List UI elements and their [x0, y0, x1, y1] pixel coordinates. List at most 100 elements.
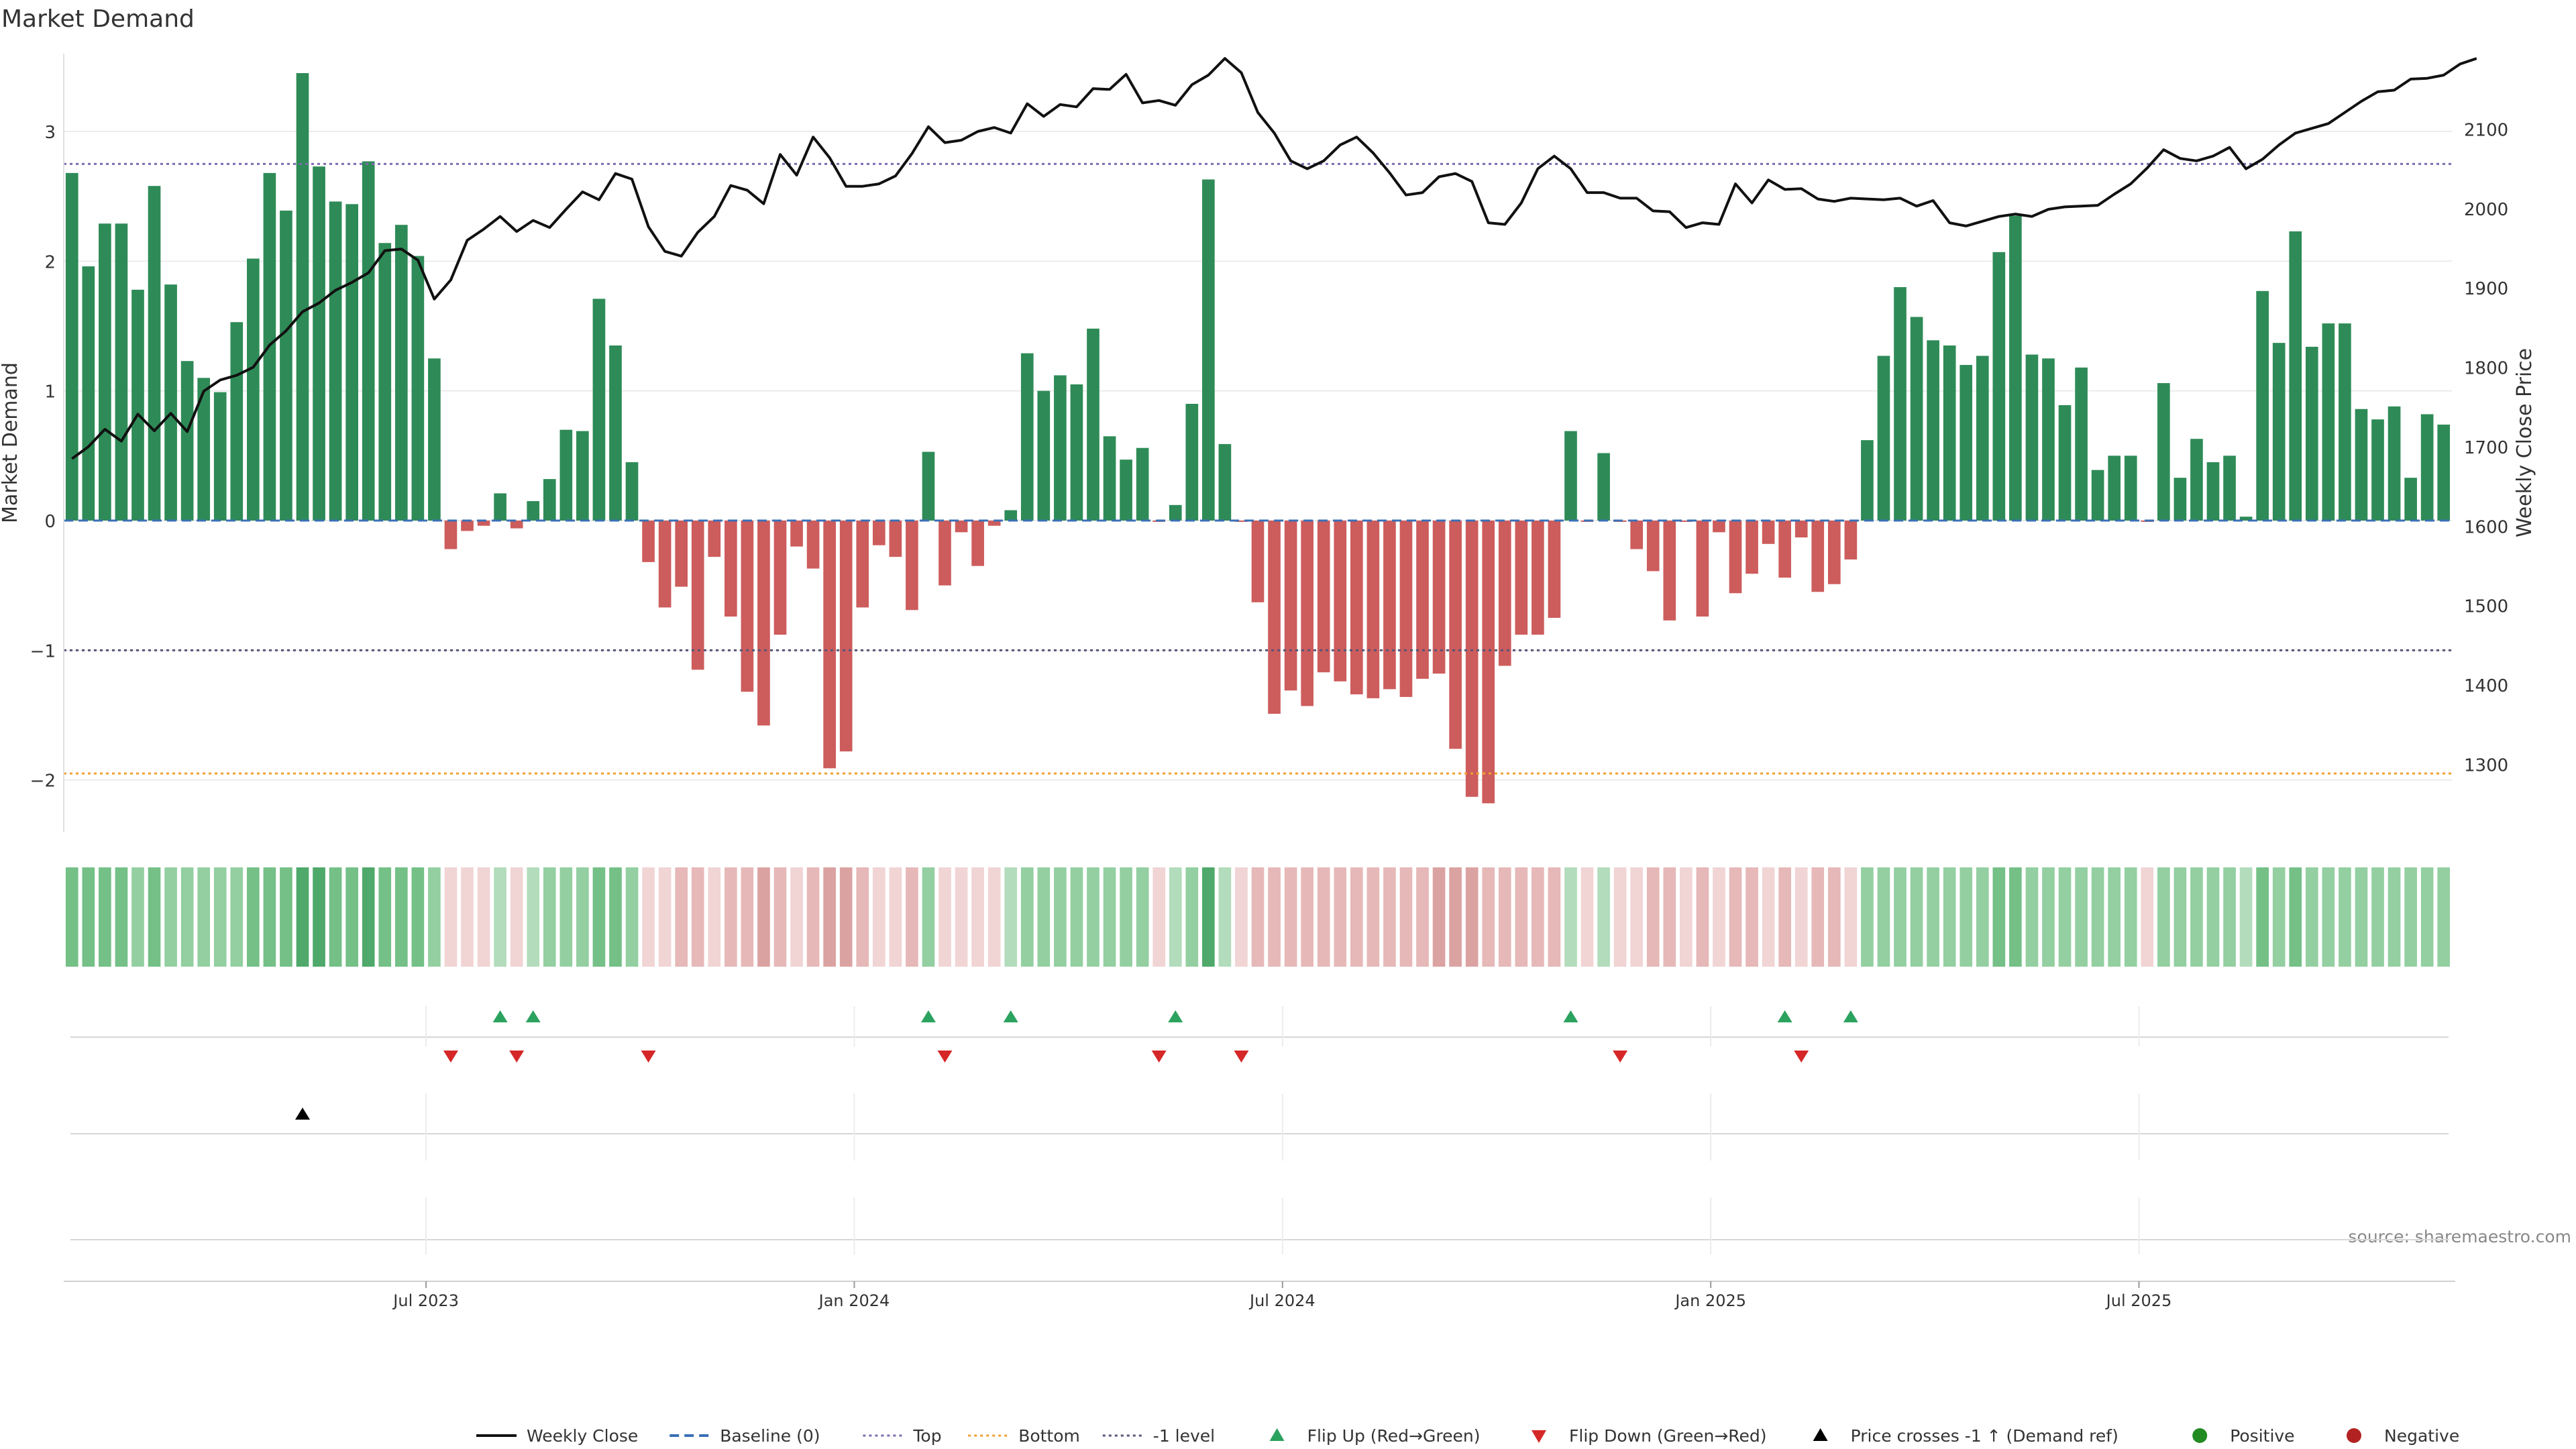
- heat-cell: [2339, 867, 2351, 967]
- demand-bar-negative: [1465, 521, 1479, 797]
- demand-bar-positive: [1992, 252, 2006, 521]
- demand-bar-negative: [872, 521, 885, 545]
- demand-bar-positive: [1910, 317, 1923, 521]
- legend-item: Price crosses -1 ↑ (Demand ref): [1813, 1426, 2118, 1446]
- demand-bar-positive: [2206, 462, 2220, 521]
- heat-cell: [362, 867, 375, 967]
- demand-bar-negative: [510, 521, 523, 529]
- demand-bar-positive: [1070, 384, 1083, 521]
- y-tick-label-right: 1900: [2464, 279, 2508, 299]
- demand-bar-positive: [411, 256, 425, 521]
- heat-cell: [823, 867, 836, 967]
- heat-cell: [1613, 867, 1627, 967]
- heat-cell: [1317, 867, 1330, 967]
- demand-bar-positive: [1927, 340, 1939, 521]
- demand-bar-positive: [148, 186, 161, 521]
- demand-bar-negative: [1646, 521, 1660, 572]
- heat-cell: [494, 867, 506, 967]
- flip-down-marker: [1151, 1051, 1167, 1063]
- legend-item: Baseline (0): [669, 1426, 820, 1446]
- heat-cell: [1794, 867, 1808, 967]
- demand-bar-positive: [2339, 323, 2351, 521]
- demand-bar-positive: [1185, 404, 1199, 521]
- demand-bar-negative: [823, 521, 836, 769]
- heat-cell: [2108, 867, 2121, 967]
- heat-cell: [1960, 867, 1973, 967]
- heat-cell: [1136, 867, 1149, 967]
- heat-cell: [609, 867, 622, 967]
- heat-cell: [2239, 867, 2253, 967]
- heat-cell: [247, 867, 260, 967]
- demand-bar-negative: [790, 521, 803, 547]
- demand-bar-positive: [1103, 436, 1116, 521]
- demand-bar-negative: [675, 521, 688, 587]
- heat-cell: [2322, 867, 2335, 967]
- heat-cell: [296, 867, 309, 967]
- heat-cell: [1004, 867, 1018, 967]
- demand-bar-positive: [2124, 455, 2137, 521]
- demand-bar-positive: [280, 210, 292, 521]
- heat-cell: [938, 867, 951, 967]
- heat-cell: [394, 867, 408, 967]
- heat-cell: [1680, 867, 1693, 967]
- heat-cell: [1646, 867, 1660, 967]
- demand-bar-negative: [806, 521, 820, 569]
- heat-cell: [65, 867, 78, 967]
- demand-bar-positive: [559, 429, 573, 521]
- heat-cell: [345, 867, 358, 967]
- legend: Weekly Close Baseline (0) Top Bottom -1 leve…: [476, 1426, 2459, 1446]
- heat-cell: [2256, 867, 2269, 967]
- x-axis: Jul 2023 Jan 2024 Jul 2024 Jan 2025 Jul 2025: [64, 1281, 2455, 1310]
- heat-cell: [148, 867, 161, 967]
- demand-bar-positive: [2025, 354, 2039, 521]
- demand-bar-positive: [1960, 365, 1973, 521]
- x-tick-label: Jan 2024: [818, 1291, 890, 1310]
- heat-cell: [806, 867, 820, 967]
- demand-bar-positive: [362, 161, 375, 521]
- demand-bar-positive: [1004, 510, 1018, 521]
- flip-up-marker: [492, 1010, 508, 1022]
- heat-cell: [2223, 867, 2236, 967]
- demand-bar-positive: [1120, 460, 1132, 521]
- heat-cell: [1811, 867, 1825, 967]
- heat-cell: [971, 867, 984, 967]
- legend-label: Top: [912, 1426, 941, 1446]
- heat-cell: [99, 867, 111, 967]
- heat-cell: [2157, 867, 2170, 967]
- demand-bar-positive: [2322, 323, 2335, 521]
- demand-bar-positive: [180, 361, 194, 521]
- legend-swatch: [2347, 1428, 2361, 1443]
- heat-cell: [1350, 867, 1363, 967]
- heat-cell: [773, 867, 787, 967]
- heat-cell: [576, 867, 589, 967]
- heat-cell: [2289, 867, 2302, 967]
- heat-cell: [691, 867, 704, 967]
- demand-bar-negative: [1663, 521, 1676, 621]
- demand-bar-positive: [1976, 356, 1989, 521]
- demand-bar-positive: [2404, 478, 2417, 521]
- legend-label: Price crosses -1 ↑ (Demand ref): [1851, 1426, 2118, 1446]
- demand-bar-positive: [1943, 345, 1956, 521]
- x-tick-label: Jan 2025: [1674, 1291, 1746, 1310]
- demand-bar-negative: [444, 521, 458, 549]
- heat-cell: [115, 867, 128, 967]
- heat-cell: [2206, 867, 2220, 967]
- heat-cell: [1087, 867, 1099, 967]
- demand-bar-positive: [609, 345, 622, 521]
- heat-cell: [559, 867, 573, 967]
- demand-bar-negative: [1416, 521, 1429, 679]
- flip-down-marker: [1613, 1051, 1628, 1063]
- demand-bar-positive: [2190, 439, 2203, 521]
- demand-bar-positive: [1218, 443, 1232, 521]
- heat-cell: [444, 867, 458, 967]
- demand-bar-positive: [1087, 328, 1099, 521]
- heat-cell: [230, 867, 244, 967]
- demand-bar-negative: [1235, 521, 1248, 522]
- legend-label: Negative: [2384, 1426, 2459, 1446]
- heat-cell: [856, 867, 869, 967]
- heat-cell: [411, 867, 425, 967]
- demand-bar-positive: [1169, 504, 1182, 521]
- demand-bar-negative: [938, 521, 951, 586]
- demand-bar-negative: [1482, 521, 1495, 804]
- heat-cell: [1696, 867, 1709, 967]
